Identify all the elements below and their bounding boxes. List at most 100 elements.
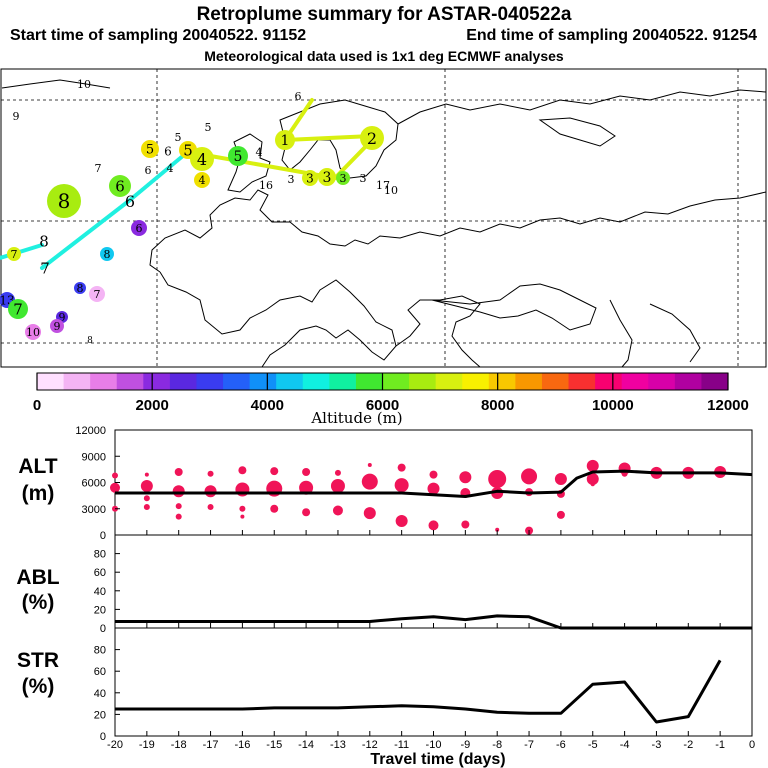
alt-cluster-dot (488, 470, 507, 488)
coastlines (1, 79, 767, 368)
x-tick-label: -13 (330, 739, 346, 751)
track-north-sea (128, 148, 192, 202)
alt-cluster-dot (495, 527, 500, 532)
alt-cluster-dot (270, 504, 279, 513)
map-marker: 5 (175, 131, 182, 144)
map-marker: 6 (109, 175, 131, 197)
alt-cluster-dot (459, 471, 472, 484)
map-marker: 8 (39, 232, 49, 250)
marker-label: 10 (26, 326, 40, 339)
colorbar-cell (382, 373, 410, 390)
marker-label: 5 (175, 131, 182, 144)
x-tick-label: -17 (203, 739, 219, 751)
marker-label: 17 (376, 179, 390, 192)
alt-cluster-dot (143, 495, 150, 502)
x-tick-label: -11 (394, 739, 409, 751)
map-marker: 3 (288, 173, 295, 186)
alt-cluster-dot (172, 485, 185, 498)
alt-cluster-dot (270, 467, 279, 476)
colorbar-cell (37, 373, 65, 390)
map-marker: 8 (87, 336, 93, 346)
x-tick-label: -15 (266, 739, 282, 751)
marker-label: 3 (360, 172, 367, 185)
colorbar-cell (648, 373, 676, 390)
y-tick-label: 9000 (82, 451, 106, 463)
x-tick-label: -7 (524, 739, 534, 751)
marker-label: 1 (281, 133, 290, 149)
marker-dot (89, 286, 105, 302)
time-series-panels: ALT (m) ABL (%) STR (%) 0300060009000120… (16, 425, 755, 768)
series-line (115, 614, 752, 630)
altitude-colorbar: 0 2000 4000 6000 8000 10000 12000 Altitude (m) (33, 372, 749, 427)
map-frame (0, 68, 767, 368)
marker-label: 4 (199, 174, 206, 187)
y-tick-label: 6000 (82, 478, 106, 490)
map-marker: 5 (228, 146, 248, 166)
alt-cluster-dot (556, 510, 565, 519)
map-grid (1, 69, 766, 367)
x-tick-label: -9 (460, 739, 470, 751)
alt-cluster-dot (521, 468, 538, 485)
y-tick-label: 80 (94, 549, 106, 561)
marker-dot (7, 247, 21, 261)
colorbar-label: Altitude (m) (310, 409, 402, 427)
alt-cluster-dot (554, 473, 567, 485)
marker-label: 6 (164, 144, 172, 158)
map-marker: 6 (145, 164, 152, 177)
colorbar-cell (143, 373, 171, 390)
marker-label: 16 (259, 179, 273, 192)
alt-cluster-dot (590, 482, 595, 487)
colorbar-cell (249, 373, 277, 390)
alt-cluster-dot (395, 515, 408, 527)
track-atlantic (40, 198, 132, 270)
colorbar-cell (674, 373, 702, 390)
map-marker: 3 (336, 171, 350, 185)
colorbar-cell (276, 373, 304, 390)
marker-dot (100, 247, 114, 261)
marker-dot (25, 324, 41, 340)
colorbar-cell (90, 373, 118, 390)
y-tick-label: 20 (94, 709, 106, 721)
alt-cluster-dot (144, 472, 149, 477)
colorbar-cell (196, 373, 224, 390)
marker-label: 6 (145, 164, 152, 177)
map-marker: 6 (125, 192, 135, 211)
x-tick-label: -14 (298, 739, 314, 751)
str-panel-label: STR (17, 649, 59, 672)
start-time-label: Start time of sampling 20040522. 91152 (10, 27, 306, 44)
y-tick-label: 0 (100, 530, 106, 542)
x-tick-label: -16 (234, 739, 250, 751)
alt-cluster-dot (207, 470, 214, 477)
marker-label: 10 (384, 184, 398, 197)
marker-label: 4 (197, 150, 207, 169)
marker-label: 8 (39, 232, 49, 250)
colorbar-cell (435, 373, 463, 390)
x-tick-label: 0 (749, 739, 755, 751)
marker-label: 7 (94, 288, 101, 301)
x-tick-label: -5 (588, 739, 598, 751)
marker-label: 6 (125, 192, 135, 211)
alt-cluster-dot (361, 473, 378, 490)
map-marker: 1 (275, 130, 295, 150)
alt-cluster-dot (175, 513, 182, 520)
alt-cluster-dot (240, 514, 245, 519)
map-marker: 9 (50, 319, 64, 333)
marker-label: 9 (59, 311, 66, 324)
marker-dot (275, 130, 295, 150)
colorbar-cell (409, 373, 437, 390)
end-time-label: End time of sampling 20040522. 91254 (466, 27, 757, 44)
axes-layer: 030006000900012000020406080020406080-20-… (75, 425, 755, 751)
track-west (0, 243, 44, 260)
marker-dot (336, 171, 350, 185)
x-tick-label: -12 (362, 739, 378, 751)
x-tick-label: -2 (683, 739, 693, 751)
marker-label: 10 (77, 78, 91, 91)
map-marker: 3 (302, 170, 318, 186)
marker-dot (190, 147, 214, 171)
marker-label: 2 (367, 129, 377, 148)
series-line (115, 659, 722, 724)
alt-cluster-dot (204, 485, 217, 498)
alt-cluster-dot (174, 468, 183, 476)
map-marker: 4 (190, 147, 214, 171)
